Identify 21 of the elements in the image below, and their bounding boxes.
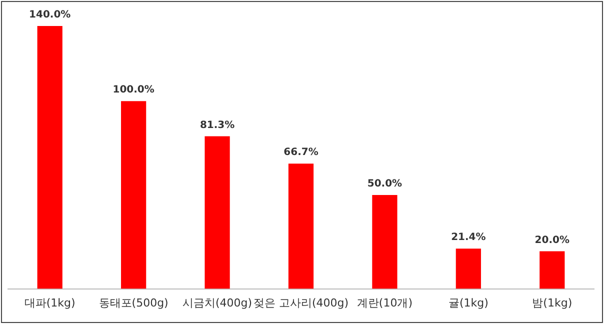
data-label: 21.4% — [451, 232, 486, 244]
bar — [121, 101, 146, 289]
data-label: 140.0% — [29, 10, 71, 21]
x-tick-label: 시금치(400g) — [182, 296, 252, 310]
x-tick-label: 계란(10개) — [356, 296, 413, 310]
bar — [372, 194, 398, 289]
bar — [456, 248, 481, 289]
data-label: 81.3% — [200, 120, 235, 131]
data-label: 66.7% — [284, 147, 318, 158]
bar — [540, 251, 565, 289]
data-label: 100.0% — [112, 84, 154, 96]
bar — [288, 164, 314, 289]
x-tick-label: 젖은 고사리(400g) — [253, 296, 349, 310]
x-tick-label: 동태포(500g) — [98, 296, 168, 310]
bar — [204, 136, 230, 289]
data-label: 50.0% — [367, 178, 402, 190]
bar — [37, 26, 62, 289]
data-label: 20.0% — [534, 234, 570, 246]
x-tick-label: 대파(1kg) — [24, 296, 76, 310]
x-tick-label: 밤(1kg) — [532, 296, 572, 310]
x-tick-label: 귤(1kg) — [448, 296, 488, 310]
